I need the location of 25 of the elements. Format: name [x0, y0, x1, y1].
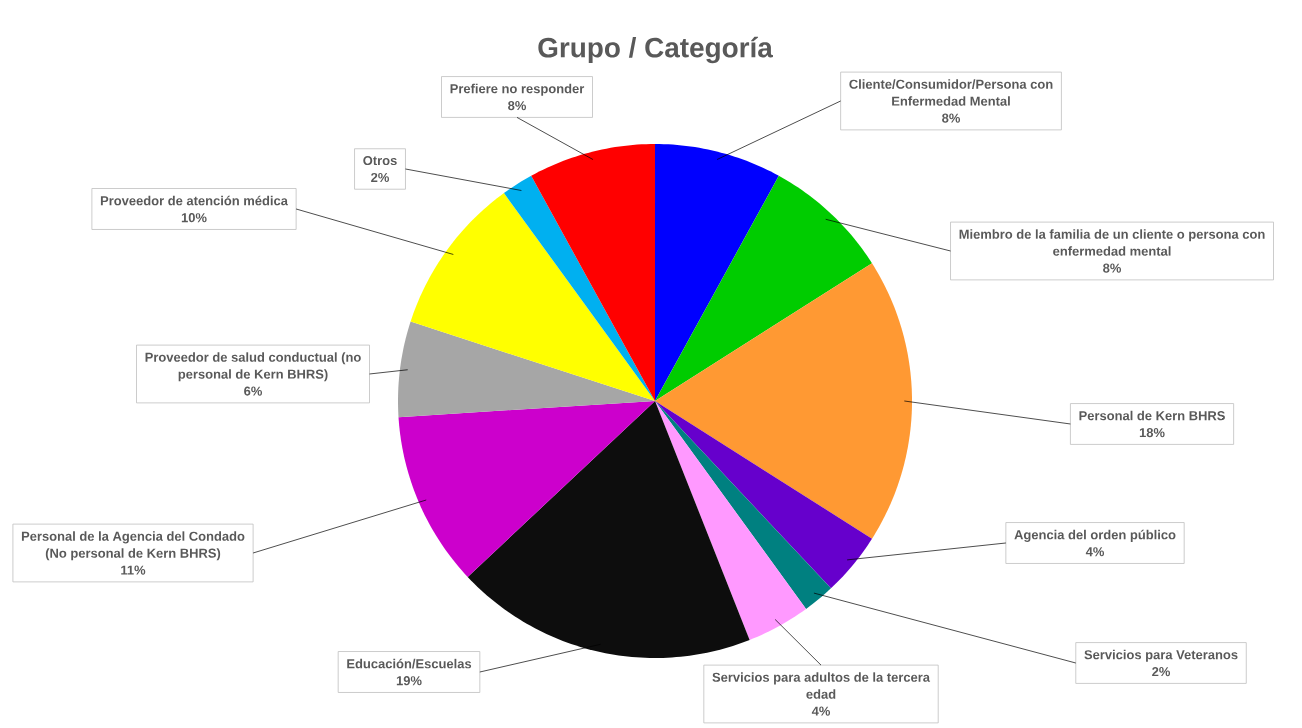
- slice-label: Cliente/Consumidor/Persona con Enfermedad Mental: [849, 79, 1053, 106]
- slice-label: Proveedor de salud conductual (no personal de Kern BHRS): [145, 352, 361, 382]
- slice-label: Personal de Kern BHRS: [1079, 410, 1225, 421]
- slice-label: Agencia del orden público: [1014, 529, 1176, 542]
- slice-label: Prefiere no responder: [450, 83, 585, 96]
- slice-label: Proveedor de atención médica: [100, 195, 288, 206]
- data-label: 6%: [244, 386, 263, 396]
- slice-label: Otros: [363, 155, 397, 166]
- data-label: 4%: [811, 706, 831, 716]
- data-label: 2%: [371, 172, 390, 183]
- slice-label: Personal de la Agencia del Condado (No personal de Kern BHRS): [21, 531, 245, 561]
- data-label: 8%: [1103, 263, 1122, 273]
- slice-label: Servicios para Veteranos: [1084, 649, 1238, 662]
- data-label: 11%: [121, 565, 146, 575]
- slice-label: Miembro de la familia de un cliente o persona con enfermedad mental: [959, 229, 1265, 256]
- data-label: 19%: [396, 676, 422, 686]
- slice-label: Servicios para adultos de la tercera edad: [712, 672, 931, 699]
- data-label: 8%: [508, 101, 527, 111]
- chart-title: Grupo / Categoría: [538, 36, 773, 64]
- data-label: 2%: [1152, 667, 1171, 677]
- data-label: 8%: [942, 113, 961, 123]
- data-label: 18%: [1139, 428, 1165, 438]
- data-label: 4%: [1085, 547, 1105, 557]
- slice-label: Educación/Escuelas: [347, 658, 472, 669]
- data-label: 10%: [181, 213, 207, 223]
